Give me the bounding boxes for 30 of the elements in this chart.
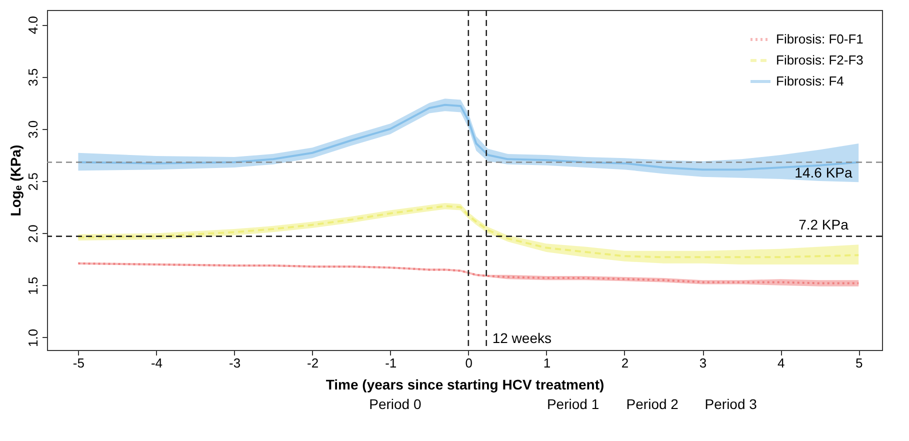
x-tick-label: -5 [72,356,84,370]
x-tick-label: -1 [385,356,397,370]
ref-line-label: 12 weeks [492,330,552,346]
y-tick-label: 2.5 [26,172,40,191]
x-tick-label: 0 [465,356,473,370]
x-tick-label: 3 [699,356,707,370]
legend-label: Fibrosis: F4 [776,74,844,88]
x-tick-label: -3 [229,356,241,370]
x-tick-label: 2 [621,356,629,370]
y-tick-label: 1.5 [26,276,40,295]
x-tick-label: 5 [855,356,863,370]
text: Period 3 [704,396,758,412]
y-tick-label: 3.5 [26,68,40,86]
text: Period 2 [626,396,679,412]
legend-label: Fibrosis: F2-F3 [776,52,864,68]
ref-line-label: 14.6 KPa [794,164,852,180]
y-tick-label: 4.0 [26,16,40,34]
x-tick-label: -2 [307,356,319,370]
x-tick-label: -4 [150,356,163,370]
text: Period 1 [546,396,600,412]
y-tick-label: 3.0 [26,120,40,138]
legend-label: Fibrosis: F0-F1 [776,32,864,46]
ref-line-label: 7.2 KPa [798,216,849,232]
x-tick-label: 1 [543,356,551,370]
x-tick-label: 4 [777,356,785,370]
text: Period 0 [369,396,422,412]
y-tick-label: 2.0 [26,224,40,243]
y-tick-label: 1.0 [26,328,40,348]
x-axis-title: Time (years since starting HCV treatment) [326,376,604,392]
y-axis-title: Logₑ (KPa) [8,144,24,216]
